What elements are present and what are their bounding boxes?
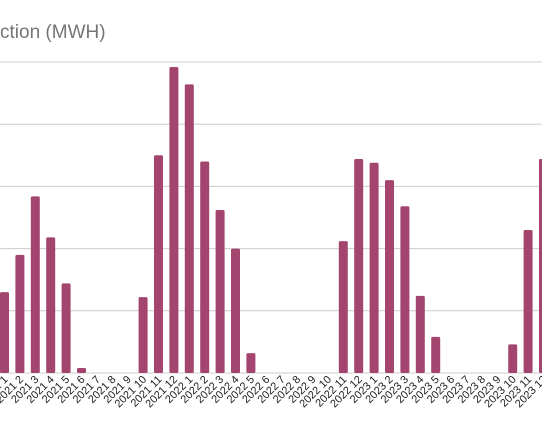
bar [169, 66, 179, 373]
bar [184, 84, 194, 373]
bar [415, 295, 425, 373]
bar [431, 336, 441, 373]
bar [30, 196, 40, 373]
bar [231, 248, 240, 373]
bar [338, 241, 348, 373]
bar [154, 155, 163, 373]
bar [61, 283, 71, 373]
bar [369, 162, 379, 373]
bar [15, 254, 25, 373]
bar [138, 297, 148, 373]
gridlines [0, 61, 542, 374]
bar [200, 161, 210, 373]
bar [385, 180, 394, 373]
bars [0, 66, 542, 373]
bar [246, 353, 256, 373]
bar [46, 237, 56, 373]
bar [523, 229, 533, 373]
chart-title: ction (MWH) [0, 22, 106, 43]
bar [0, 292, 9, 373]
bar [400, 206, 410, 373]
bar [77, 368, 86, 373]
bar [215, 210, 225, 373]
bar [508, 344, 518, 373]
bar [539, 159, 542, 373]
bar [354, 159, 364, 373]
